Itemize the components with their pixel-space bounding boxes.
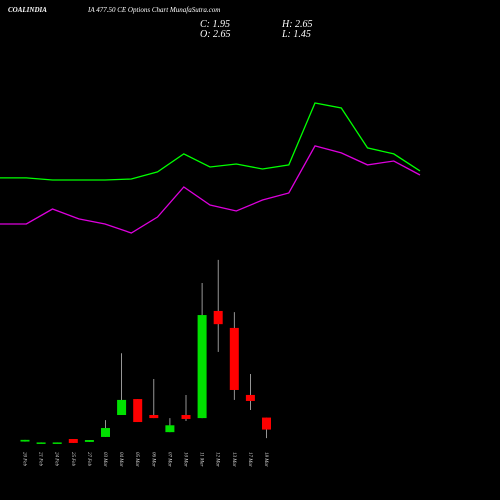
x-tick-label: 05 Mar <box>134 452 139 467</box>
x-tick-label: 11 Mar <box>199 452 204 467</box>
high-label: H: 2.65 <box>281 19 313 30</box>
x-tick-label: 21 Feb <box>38 452 43 467</box>
x-tick-label: 17 Mar <box>247 452 252 467</box>
candle-body <box>213 310 223 325</box>
x-tick-label: 24 Feb <box>54 452 59 467</box>
open-label: O: 2.65 <box>200 29 231 40</box>
candle-body <box>262 417 271 430</box>
candle-body <box>133 399 143 423</box>
candle-body <box>197 315 207 419</box>
candle-body <box>52 442 62 444</box>
x-tick-label: 25 Feb <box>70 452 75 467</box>
x-tick-label: 20 Feb <box>22 452 27 467</box>
x-tick-label: 06 Mar <box>150 452 155 467</box>
x-tick-label: 07 Mar <box>166 452 171 467</box>
candle-body <box>229 327 239 390</box>
candle-body <box>20 439 30 442</box>
candle-body <box>101 428 110 437</box>
candle-body <box>245 394 255 401</box>
indicator-line <box>0 145 421 234</box>
candle-body <box>165 425 175 433</box>
chart-subtitle: IA 477.50 CE Options Chart MunafaSutra.c… <box>87 6 220 14</box>
x-tick-label: 18 Mar <box>263 452 268 467</box>
candle-body <box>181 415 191 419</box>
indicator-line <box>0 102 421 181</box>
x-tick-label: 04 Mar <box>118 452 123 467</box>
low-label: L: 1.45 <box>281 29 311 40</box>
candle-body <box>117 399 127 416</box>
candle-body <box>84 440 94 442</box>
candle-body <box>68 439 78 443</box>
x-tick-label: 27 Feb <box>86 452 91 467</box>
candle-body <box>149 415 159 419</box>
x-tick-label: 12 Mar <box>215 452 220 467</box>
x-tick-label: 13 Mar <box>231 452 236 467</box>
chart-title: COALINDIA <box>8 6 47 14</box>
candle-body <box>36 442 46 444</box>
x-tick-label: 10 Mar <box>183 452 188 467</box>
x-tick-label: 03 Mar <box>102 452 107 467</box>
close-label: C: 1.95 <box>200 19 230 30</box>
